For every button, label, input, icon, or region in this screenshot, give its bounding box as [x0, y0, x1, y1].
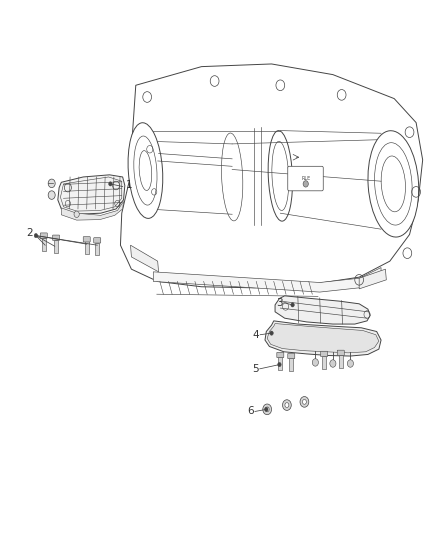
Circle shape — [270, 331, 273, 335]
Circle shape — [263, 404, 272, 415]
Text: 5: 5 — [252, 364, 259, 374]
Polygon shape — [58, 175, 125, 214]
Circle shape — [265, 407, 269, 411]
Circle shape — [312, 359, 318, 366]
Circle shape — [48, 179, 55, 188]
Polygon shape — [265, 321, 381, 356]
FancyBboxPatch shape — [53, 235, 60, 240]
Ellipse shape — [128, 123, 163, 219]
Text: 2: 2 — [26, 229, 33, 238]
FancyBboxPatch shape — [94, 238, 101, 243]
FancyBboxPatch shape — [321, 351, 328, 357]
Text: 3: 3 — [276, 298, 283, 308]
Bar — [85, 241, 88, 254]
Polygon shape — [120, 64, 423, 288]
FancyBboxPatch shape — [288, 353, 295, 359]
Bar — [42, 238, 46, 251]
Circle shape — [74, 211, 79, 217]
Circle shape — [330, 360, 336, 367]
FancyBboxPatch shape — [40, 233, 47, 238]
Circle shape — [303, 181, 308, 187]
Text: 4: 4 — [252, 330, 259, 340]
Circle shape — [291, 303, 294, 307]
Circle shape — [283, 400, 291, 410]
Text: 1: 1 — [126, 181, 133, 190]
Circle shape — [48, 191, 55, 199]
Circle shape — [302, 400, 306, 405]
Bar — [290, 358, 293, 371]
Polygon shape — [153, 268, 381, 292]
Polygon shape — [61, 201, 124, 220]
Text: RLE: RLE — [301, 176, 311, 181]
FancyBboxPatch shape — [288, 166, 323, 191]
Circle shape — [285, 403, 289, 407]
Circle shape — [300, 397, 309, 407]
Bar — [279, 357, 283, 370]
Bar — [322, 356, 326, 369]
Polygon shape — [267, 324, 379, 353]
Polygon shape — [131, 245, 159, 272]
FancyBboxPatch shape — [83, 237, 90, 242]
Circle shape — [109, 182, 112, 186]
Bar — [339, 355, 343, 368]
Ellipse shape — [368, 131, 419, 237]
Bar — [54, 240, 58, 253]
Circle shape — [34, 233, 38, 238]
Polygon shape — [275, 296, 370, 324]
Text: 6: 6 — [247, 407, 254, 416]
Circle shape — [347, 360, 353, 367]
Bar — [95, 243, 99, 255]
FancyBboxPatch shape — [337, 350, 344, 356]
Circle shape — [278, 362, 281, 367]
Polygon shape — [359, 269, 386, 289]
FancyBboxPatch shape — [277, 352, 284, 358]
Circle shape — [265, 407, 268, 411]
